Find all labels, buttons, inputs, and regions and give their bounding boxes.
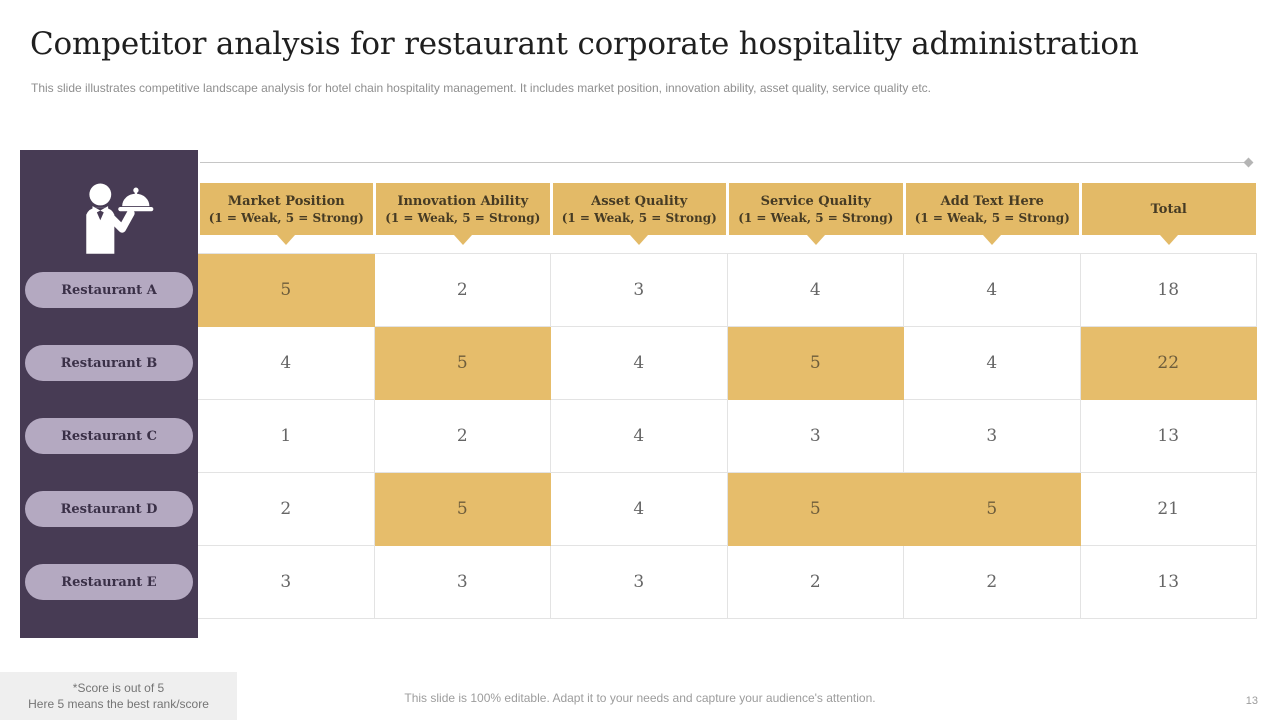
table-cell: 3 [904, 400, 1081, 473]
table-cell: 4 [904, 327, 1081, 400]
table-cell: 2 [727, 546, 904, 619]
table-cell-total: 21 [1080, 473, 1257, 546]
table-cell: 2 [374, 254, 551, 327]
table-cell: 3 [551, 546, 728, 619]
table-cell: 4 [551, 327, 728, 400]
restaurant-label: Restaurant E [61, 574, 157, 590]
footnote-line1: *Score is out of 5 [72, 681, 165, 695]
connector-diamond-icon [1243, 157, 1254, 168]
scores-table: 5 2 3 4 4 18 4 5 4 5 4 22 1 2 4 3 3 13 2… [198, 253, 1257, 619]
table-cell: 4 [198, 327, 375, 400]
header-scale: (1 = Weak, 5 = Strong) [208, 210, 364, 225]
header-title: Innovation Ability [397, 193, 529, 209]
header-scale: (1 = Weak, 5 = Strong) [738, 210, 894, 225]
table-cell: 3 [374, 546, 551, 619]
sidebar-item-restaurant-e[interactable]: Restaurant E [25, 564, 193, 600]
page-number: 13 [1245, 695, 1258, 707]
table-header-row: Market Position (1 = Weak, 5 = Strong) I… [198, 183, 1257, 245]
table-cell: 3 [551, 254, 728, 327]
header-title: Market Position [227, 193, 345, 209]
table-cell: 5 [727, 473, 904, 546]
column-header-service-quality: Service Quality (1 = Weak, 5 = Strong) [729, 183, 903, 245]
table-cell: 3 [727, 400, 904, 473]
restaurant-label: Restaurant D [60, 501, 158, 517]
header-title: Asset Quality [591, 193, 688, 209]
sidebar-item-restaurant-a[interactable]: Restaurant A [25, 272, 193, 308]
table-cell: 4 [727, 254, 904, 327]
table-cell-total: 22 [1080, 327, 1257, 400]
table-cell: 4 [551, 473, 728, 546]
table-cell: 4 [551, 400, 728, 473]
table-cell: 2 [198, 473, 375, 546]
sidebar-item-restaurant-d[interactable]: Restaurant D [25, 491, 193, 527]
table-cell: 5 [374, 327, 551, 400]
page-subtitle: This slide illustrates competitive lands… [31, 81, 931, 95]
column-header-innovation-ability: Innovation Ability (1 = Weak, 5 = Strong… [376, 183, 550, 245]
table-cell: 3 [198, 546, 375, 619]
table-cell: 2 [904, 546, 1081, 619]
restaurant-label: Restaurant C [61, 428, 157, 444]
page-title: Competitor analysis for restaurant corpo… [30, 26, 1139, 62]
waiter-serving-cloche-icon [86, 183, 154, 254]
table-cell: 2 [374, 400, 551, 473]
header-title: Service Quality [760, 193, 871, 209]
footnote-line2: Here 5 means the best rank/score [28, 697, 209, 711]
editable-disclaimer: This slide is 100% editable. Adapt it to… [404, 691, 876, 705]
column-header-total: Total [1082, 183, 1256, 245]
column-header-add-text-here: Add Text Here (1 = Weak, 5 = Strong) [905, 183, 1079, 245]
sidebar-item-restaurant-c[interactable]: Restaurant C [25, 418, 193, 454]
restaurant-label: Restaurant A [61, 282, 157, 298]
table-cell: 1 [198, 400, 375, 473]
header-scale: (1 = Weak, 5 = Strong) [561, 210, 717, 225]
score-footnote: *Score is out of 5 Here 5 means the best… [0, 672, 237, 720]
header-title: Total [1150, 201, 1187, 217]
column-header-asset-quality: Asset Quality (1 = Weak, 5 = Strong) [552, 183, 726, 245]
restaurant-label: Restaurant B [60, 355, 158, 371]
table-cell: 5 [727, 327, 904, 400]
header-title: Add Text Here [940, 193, 1044, 209]
table-cell-total: 13 [1080, 546, 1257, 619]
table-cell: 5 [904, 473, 1081, 546]
table-cell: 4 [904, 254, 1081, 327]
table-cell: 5 [374, 473, 551, 546]
header-scale: (1 = Weak, 5 = Strong) [385, 210, 541, 225]
table-cell-total: 18 [1080, 254, 1257, 327]
table-cell-total: 13 [1080, 400, 1257, 473]
table-cell: 5 [198, 254, 375, 327]
restaurant-sidebar: Restaurant A Restaurant B Restaurant C R… [20, 150, 198, 638]
sidebar-item-restaurant-b[interactable]: Restaurant B [25, 345, 193, 381]
header-connector-line [200, 162, 1246, 163]
header-scale: (1 = Weak, 5 = Strong) [914, 210, 1070, 225]
column-header-market-position: Market Position (1 = Weak, 5 = Strong) [199, 183, 373, 245]
